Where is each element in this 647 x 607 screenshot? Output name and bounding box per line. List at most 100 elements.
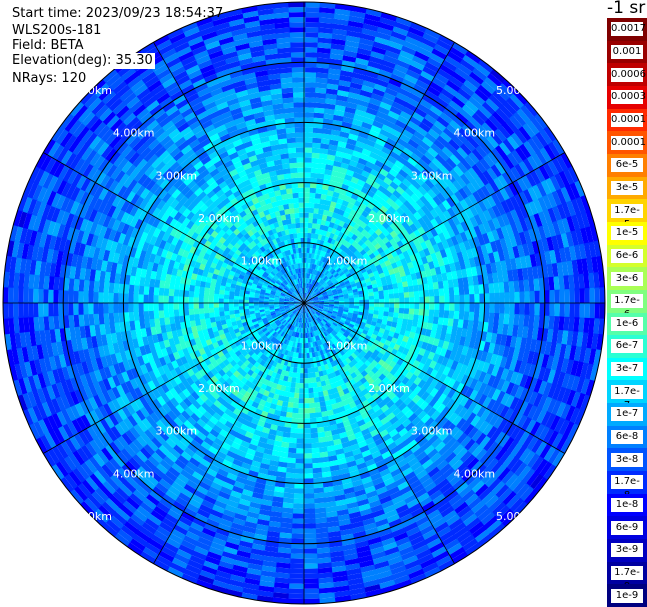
ppi-bin bbox=[307, 322, 310, 328]
ppi-bin bbox=[305, 342, 309, 349]
ppi-bin bbox=[279, 317, 285, 322]
ppi-bin bbox=[296, 428, 304, 434]
ppi-bin bbox=[284, 306, 290, 309]
ppi-bin bbox=[297, 294, 302, 300]
ppi-bin bbox=[288, 203, 295, 209]
ppi-bin bbox=[302, 333, 304, 339]
ppi-bin bbox=[289, 304, 295, 306]
ppi-bin bbox=[193, 296, 199, 303]
ppi-bin bbox=[326, 312, 333, 316]
ppi-bin bbox=[295, 305, 301, 310]
ppi-bin bbox=[433, 309, 440, 318]
ppi-bin bbox=[297, 263, 301, 269]
ppi-bin bbox=[308, 304, 314, 306]
ppi-bin bbox=[291, 508, 304, 514]
ppi-bin bbox=[203, 307, 210, 314]
ppi-bin bbox=[314, 270, 319, 276]
ppi-bin bbox=[270, 312, 276, 316]
ppi-bin bbox=[287, 311, 293, 316]
ppi-bin bbox=[458, 311, 465, 321]
ppi-bin bbox=[283, 273, 288, 279]
ppi-bin bbox=[313, 287, 318, 292]
ppi-bin bbox=[303, 418, 311, 424]
ppi-bin bbox=[294, 304, 300, 306]
ppi-bin bbox=[269, 293, 275, 297]
ppi-bin bbox=[320, 288, 326, 293]
ppi-bin bbox=[270, 322, 276, 327]
ppi-bin bbox=[270, 279, 276, 284]
ppi-bin bbox=[294, 122, 305, 128]
ppi-bin bbox=[289, 301, 294, 303]
ppi-bin bbox=[306, 317, 309, 323]
ppi-bin bbox=[286, 317, 291, 322]
ppi-bin bbox=[287, 265, 292, 271]
ppi-bin bbox=[270, 329, 276, 335]
ppi-bin bbox=[313, 305, 319, 307]
ppi-bin bbox=[297, 327, 301, 333]
ppi-bin bbox=[311, 462, 322, 469]
ppi-bin bbox=[444, 303, 450, 312]
ppi-bin bbox=[313, 304, 319, 307]
ppi-bin bbox=[103, 301, 109, 314]
ppi-bin bbox=[296, 232, 301, 239]
ppi-bin bbox=[287, 324, 292, 330]
ppi-bin bbox=[317, 284, 322, 289]
ppi-bin bbox=[293, 331, 297, 337]
ppi-bin bbox=[287, 291, 292, 295]
ppi-bin bbox=[332, 310, 338, 314]
ppi-bin bbox=[304, 167, 312, 173]
ppi-bin bbox=[304, 127, 315, 133]
ppi-bin bbox=[313, 264, 317, 270]
ppi-bin bbox=[305, 288, 307, 294]
ppi-bin bbox=[409, 303, 415, 310]
ppi-bin bbox=[297, 413, 304, 419]
ppi-bin bbox=[275, 311, 282, 316]
ppi-bin bbox=[271, 331, 278, 337]
ppi-bin bbox=[261, 315, 267, 320]
ppi-bin bbox=[321, 332, 326, 338]
ppi-bin bbox=[299, 378, 304, 384]
ppi-bin bbox=[498, 313, 505, 325]
ppi-bin bbox=[285, 127, 296, 134]
ppi-bin bbox=[328, 308, 334, 311]
ppi-bin bbox=[274, 298, 280, 301]
ppi-bin bbox=[338, 298, 345, 302]
ppi-bin bbox=[315, 412, 322, 418]
ppi-bin bbox=[143, 310, 150, 320]
ppi-bin bbox=[323, 331, 328, 337]
ppi-bin bbox=[331, 288, 337, 293]
ppi-bin bbox=[277, 287, 283, 292]
ppi-bin bbox=[319, 314, 325, 319]
ppi-bin bbox=[286, 193, 294, 199]
ppi-bin bbox=[313, 112, 325, 119]
ppi-bin bbox=[306, 294, 311, 300]
ppi-bin bbox=[295, 284, 299, 290]
ppi-bin bbox=[317, 277, 322, 283]
ppi-bin bbox=[403, 286, 409, 293]
ppi-bin bbox=[318, 297, 324, 300]
ppi-bin bbox=[498, 282, 505, 294]
ppi-bin bbox=[484, 293, 490, 304]
ppi-bin bbox=[296, 152, 305, 158]
ppi-bin bbox=[373, 295, 380, 300]
ppi-bin bbox=[284, 112, 296, 119]
ppi-bin bbox=[298, 247, 302, 254]
ppi-bin bbox=[494, 292, 500, 304]
ppi-bin bbox=[267, 326, 273, 332]
ppi-bin bbox=[311, 274, 315, 280]
ppi-bin bbox=[263, 300, 269, 303]
ppi-bin bbox=[108, 281, 115, 293]
ppi-bin bbox=[293, 483, 304, 489]
ppi-bin bbox=[308, 299, 314, 302]
ppi-bin bbox=[294, 316, 298, 322]
ppi-bin bbox=[269, 320, 275, 325]
ppi-bin bbox=[148, 294, 154, 303]
ppi-bin bbox=[314, 97, 327, 104]
ppi-bin bbox=[279, 308, 285, 311]
ppi-bin bbox=[284, 299, 290, 302]
ppi-bin bbox=[304, 132, 314, 138]
ppi-bin bbox=[290, 296, 296, 299]
ppi-bin bbox=[314, 301, 319, 303]
ppi-bin bbox=[293, 473, 304, 479]
ppi-bin bbox=[299, 342, 302, 349]
